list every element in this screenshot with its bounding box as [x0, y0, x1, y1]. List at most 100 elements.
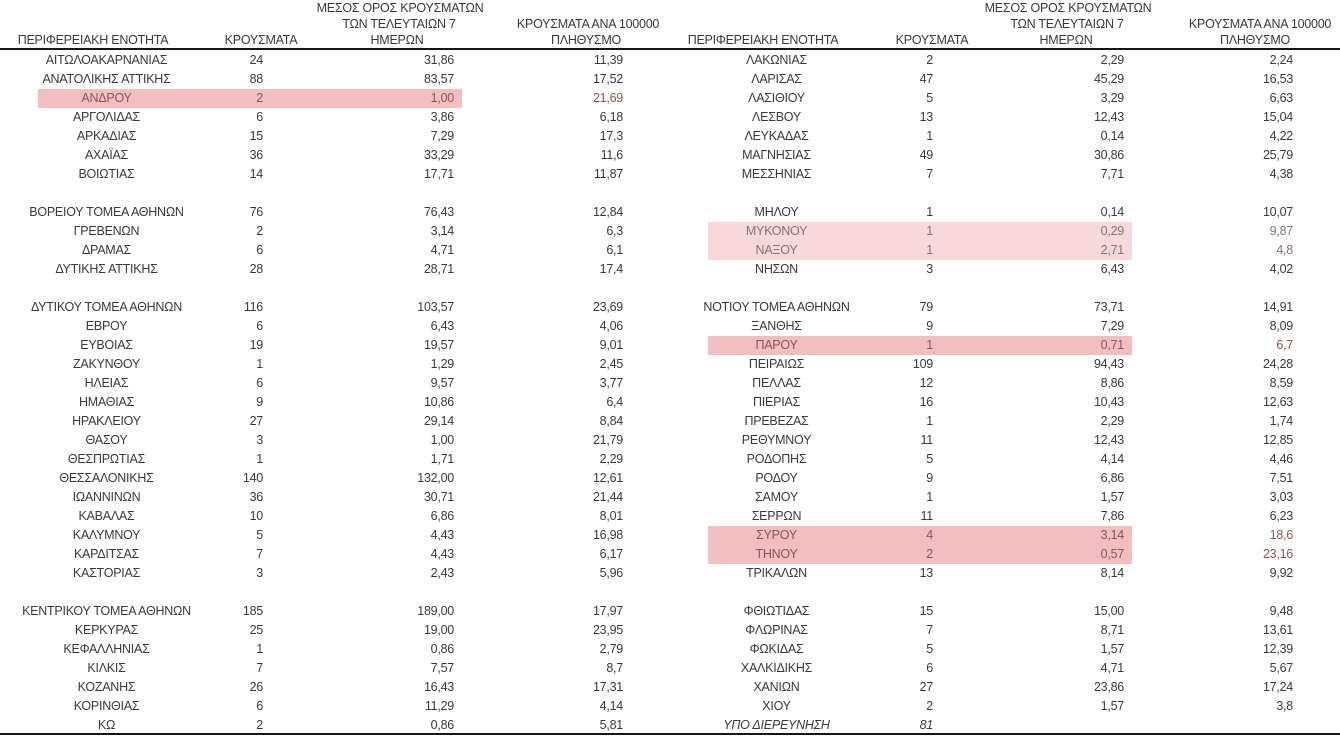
- region-cell: ΗΡΑΚΛΕΙΟΥ: [72, 414, 141, 428]
- avg-cell: 29,14: [423, 414, 454, 428]
- per100k-cell: 9,48: [1269, 604, 1294, 618]
- table-row: ΜΕΣΣΗΝΙΑΣ 7 7,71 4,38: [670, 165, 1340, 184]
- avg-cell: 189,00: [417, 604, 454, 618]
- right-table: ΠΕΡΙΦΕΡΕΙΑΚΗ ΕΝΟΤΗΤΑ ΚΡΟΥΣΜΑΤΑ ΜΕΣΟΣ ΟΡΟ…: [670, 0, 1340, 738]
- table-row: ΚΙΛΚΙΣ 7 7,57 8,7: [0, 659, 670, 678]
- cases-cell: 49: [919, 148, 934, 162]
- cases-cell: 9: [926, 471, 933, 485]
- table-row: ΒΟΙΩΤΙΑΣ 14 17,71 11,87: [0, 165, 670, 184]
- cases-cell: 27: [249, 414, 264, 428]
- cases-cell: 2: [256, 224, 263, 238]
- table-row: ΦΛΩΡΙΝΑΣ 7 8,71 13,61: [670, 621, 1340, 640]
- avg-cell: 11,29: [424, 699, 454, 713]
- cases-header: ΚΡΟΥΣΜΑΤΑ: [224, 33, 298, 47]
- region-cell: ΦΛΩΡΙΝΑΣ: [745, 623, 808, 637]
- per100k-cell: 9,87: [1269, 224, 1294, 238]
- per100k-cell: 4,22: [1269, 129, 1294, 143]
- avg-cell: [977, 583, 1132, 602]
- region-cell: ΕΥΒΟΙΑΣ: [80, 338, 133, 352]
- avg-header-line3: ΗΜΕΡΩΝ: [370, 33, 424, 47]
- avg-cell: 2,43: [430, 566, 455, 580]
- table-row: ΔΡΑΜΑΣ 6 4,71 6,1: [0, 241, 670, 260]
- per100k-cell: 8,01: [599, 509, 624, 523]
- table-row: ΚΑΡΔΙΤΣΑΣ 7 4,43 6,17: [0, 545, 670, 564]
- region-cell: ΜΗΛΟΥ: [754, 205, 799, 219]
- avg-cell: 16,43: [423, 680, 454, 694]
- avg-cell: 7,57: [430, 661, 455, 675]
- region-cell: ΝΗΣΩΝ: [755, 262, 798, 276]
- avg-cell: 6,86: [430, 509, 455, 523]
- table-row: ΦΩΚΙΔΑΣ 5 1,57 12,39: [670, 640, 1340, 659]
- region-cell: ΜΕΣΣΗΝΙΑΣ: [741, 167, 812, 181]
- cases-cell: 7: [926, 623, 933, 637]
- region-cell: ΔΥΤΙΚΗΣ ΑΤΤΙΚΗΣ: [55, 262, 158, 276]
- avg-cell: 19,57: [423, 338, 454, 352]
- region-cell: ΠΑΡΟΥ: [755, 338, 798, 352]
- avg-header-line1: ΜΕΣΟΣ ΟΡΟΣ ΚΡΟΥΣΜΑΤΩΝ: [316, 1, 484, 15]
- per100k-cell: 6,17: [599, 547, 624, 561]
- per100k-cell: [1132, 279, 1340, 298]
- per100k-cell: 10,07: [1262, 205, 1293, 219]
- region-cell: ΚΑΡΔΙΤΣΑΣ: [73, 547, 140, 561]
- table-row: ΚΑΒΑΛΑΣ 10 6,86 8,01: [0, 507, 670, 526]
- table-row: ΙΩΑΝΝΙΝΩΝ 36 30,71 21,44: [0, 488, 670, 507]
- per100k-cell: 6,63: [1269, 91, 1294, 105]
- avg-cell: 33,29: [423, 148, 454, 162]
- bottom-rule: [0, 733, 1340, 735]
- avg-cell: 3,86: [430, 110, 455, 124]
- cases-cell: 1: [256, 642, 263, 656]
- cases-cell: 2: [926, 53, 933, 67]
- region-cell: ΕΒΡΟΥ: [85, 319, 128, 333]
- cases-cell: 2: [926, 547, 933, 561]
- table-row: ΔΥΤΙΚΗΣ ΑΤΤΙΚΗΣ 28 28,71 17,4: [0, 260, 670, 279]
- region-cell: ΡΟΔΟΥ: [755, 471, 798, 485]
- region-cell: ΤΗΝΟΥ: [755, 547, 798, 561]
- per100k-cell: 6,4: [606, 395, 623, 409]
- avg-cell: 0,86: [430, 718, 455, 732]
- table-row: ΑΡΓΟΛΙΔΑΣ 6 3,86 6,18: [0, 108, 670, 127]
- region-cell: ΑΡΓΟΛΙΔΑΣ: [72, 110, 141, 124]
- cases-cell: 28: [249, 262, 264, 276]
- region-cell: ΚΟΖΑΝΗΣ: [77, 680, 136, 694]
- avg-cell: 45,29: [1093, 72, 1124, 86]
- avg-cell: 7,29: [1100, 319, 1125, 333]
- avg-cell: 7,71: [1100, 167, 1125, 181]
- avg-cell: 0,14: [1100, 205, 1125, 219]
- cases-cell: 3: [256, 566, 263, 580]
- per100k-cell: 6,18: [599, 110, 624, 124]
- region-cell: ΡΟΔΟΠΗΣ: [746, 452, 807, 466]
- cases-cell: 36: [249, 490, 264, 504]
- table-row: ΑΝΔΡΟΥ 2 1,00 21,69: [0, 89, 670, 108]
- table-row: ΚΟΡΙΝΘΙΑΣ 6 11,29 4,14: [0, 697, 670, 716]
- cases-cell: 1: [926, 129, 933, 143]
- avg-cell: [977, 279, 1132, 298]
- region-cell: ΚΑΛΥΜΝΟΥ: [72, 528, 141, 542]
- per100k-cell: 1,74: [1269, 414, 1294, 428]
- cases-cell: 7: [256, 661, 263, 675]
- region-cell: [670, 583, 883, 602]
- table-row: ΡΟΔΟΠΗΣ 5 4,14 4,46: [670, 450, 1340, 469]
- per100k-cell: 25,79: [1262, 148, 1293, 162]
- per100k-cell: 9,92: [1269, 566, 1294, 580]
- avg-header-line1: ΜΕΣΟΣ ΟΡΟΣ ΚΡΟΥΣΜΑΤΩΝ: [984, 1, 1152, 15]
- region-cell: [670, 184, 883, 203]
- table-row: ΡΕΘΥΜΝΟΥ 11 12,43 12,85: [670, 431, 1340, 450]
- table-row: ΠΑΡΟΥ 1 0,71 6,7: [670, 336, 1340, 355]
- avg-cell: 8,86: [1100, 376, 1125, 390]
- table-row: ΣΕΡΡΩΝ 11 7,86 6,23: [670, 507, 1340, 526]
- cases-cell: 5: [926, 452, 933, 466]
- cases-cell: 1: [926, 243, 933, 257]
- per100k-cell: 16,98: [592, 528, 623, 542]
- per100k-cell: 21,69: [592, 91, 623, 105]
- cases-cell: [213, 583, 307, 602]
- per100k-cell: 15,04: [1262, 110, 1293, 124]
- table-row: ΛΑΣΙΘΙΟΥ 5 3,29 6,63: [670, 89, 1340, 108]
- table-row: ΓΡΕΒΕΝΩΝ 2 3,14 6,3: [0, 222, 670, 241]
- table-row: ΘΑΣΟΥ 3 1,00 21,79: [0, 431, 670, 450]
- per100k-cell: [1132, 716, 1340, 735]
- region-cell: ΤΡΙΚΑΛΩΝ: [746, 566, 807, 580]
- cases-cell: 13: [919, 110, 934, 124]
- cases-cell: 79: [919, 300, 934, 314]
- per100k-cell: 11,39: [593, 53, 623, 67]
